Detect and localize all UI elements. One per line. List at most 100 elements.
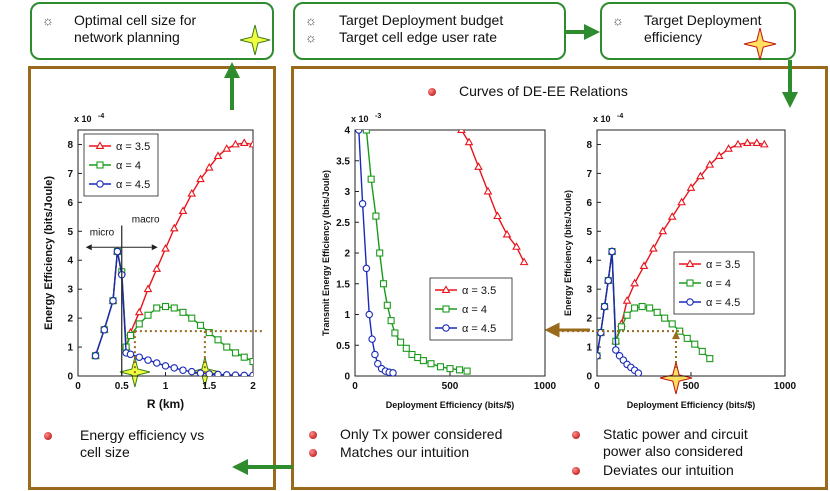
data-point — [427, 360, 435, 368]
data-point — [143, 284, 153, 293]
y-tick-label: 2 — [344, 249, 350, 260]
y-scale-label: x 10 — [351, 114, 369, 124]
data-point — [205, 370, 213, 376]
data-point — [100, 325, 109, 334]
up-arrowhead — [671, 331, 680, 340]
budget-line2: Target cell edge user rate — [339, 29, 497, 45]
data-point — [759, 139, 769, 148]
y-scale-exponent: -4 — [98, 113, 104, 120]
y-tick-label: 5 — [67, 227, 73, 238]
data-point — [463, 367, 471, 375]
y-scale-label: x 10 — [74, 114, 92, 124]
y-tick-label: 0 — [67, 372, 73, 383]
y-tick-label: 2.5 — [336, 218, 350, 229]
data-point — [661, 314, 669, 322]
data-point — [144, 356, 152, 364]
x-tick-label: 1.5 — [202, 381, 216, 392]
sun-bullet-icon: ☼ — [42, 13, 54, 28]
bullet-mid2: Matches our intuition — [340, 444, 470, 460]
right-panel — [291, 66, 828, 490]
data-point — [223, 371, 231, 376]
data-point — [214, 370, 222, 376]
data-point — [135, 353, 144, 361]
y-tick-label: 2 — [67, 314, 73, 325]
data-point — [441, 285, 451, 293]
data-point — [649, 243, 658, 252]
deployment-budget-box: ☼ ☼ Target Deployment budget Target cell… — [293, 2, 566, 60]
x-tick-label: 1000 — [774, 381, 797, 392]
data-point — [205, 329, 213, 337]
data-point — [724, 144, 733, 152]
series-group — [91, 138, 253, 376]
star-shape — [743, 27, 777, 61]
data-point — [379, 280, 388, 288]
data-point — [179, 308, 187, 316]
data-point — [223, 343, 231, 351]
x-tick-label: 1000 — [534, 381, 557, 392]
data-point — [455, 366, 464, 374]
data-point — [161, 362, 170, 370]
data-point — [646, 304, 654, 312]
data-point — [144, 311, 152, 319]
data-point — [248, 139, 253, 148]
data-point — [698, 347, 706, 355]
data-point — [519, 257, 529, 266]
data-point — [705, 160, 715, 168]
y-tick-label: 3 — [67, 285, 73, 296]
data-point — [96, 180, 104, 188]
data-point — [161, 302, 170, 311]
data-point — [368, 335, 376, 343]
x-tick-label: 0 — [594, 381, 600, 392]
data-point — [600, 302, 609, 311]
data-point — [512, 242, 521, 250]
data-point — [457, 130, 466, 133]
data-point — [196, 369, 205, 376]
data-point — [240, 371, 248, 376]
red-bullet-icon — [428, 88, 436, 96]
data-point — [383, 301, 391, 309]
y-tick-label: 0 — [344, 372, 350, 383]
macro-arrowhead — [151, 244, 158, 251]
data-point — [152, 264, 162, 272]
curves-title: Curves of DE-EE Relations — [459, 83, 628, 99]
data-point — [362, 130, 370, 134]
data-point — [376, 249, 384, 257]
data-point — [691, 340, 699, 348]
x-tick-label: 0.5 — [115, 381, 129, 392]
data-point — [134, 307, 144, 316]
data-point — [358, 200, 367, 208]
data-point — [126, 350, 135, 359]
y-axis-label: Energy Efficiency (bits/Joule) — [563, 190, 573, 316]
sun-bullet-icon: ☼ — [612, 13, 624, 28]
data-point — [686, 279, 694, 287]
efficiency-line2: efficiency — [644, 29, 703, 45]
y-axis-label: Transmit Energy Efficiency (bits/Joule) — [321, 170, 331, 336]
data-point — [249, 357, 253, 366]
y-scale-label: x 10 — [593, 114, 611, 124]
data-point — [436, 363, 445, 371]
legend-label: α = 4 — [706, 278, 731, 290]
data-point — [442, 305, 450, 313]
x-axis-label: R (km) — [147, 397, 184, 411]
bullet-mid1: Only Tx power considered — [340, 426, 503, 442]
data-point — [153, 304, 161, 312]
data-point — [222, 144, 232, 152]
x-tick-label: 500 — [442, 381, 459, 392]
data-point — [367, 175, 375, 183]
data-point — [362, 264, 371, 273]
data-point — [442, 324, 450, 332]
y-tick-label: 4 — [344, 126, 350, 137]
chart-1: 0 1 2 3 4 5 6 7 8 0 0.5 1 1.5 2 x 10 -4 R (km) Energy Eff… — [43, 113, 263, 411]
legend-label: α = 4.5 — [462, 323, 496, 335]
data-point — [372, 212, 380, 220]
sun-bullet-icon: ☼ — [305, 30, 317, 45]
y-tick-label: 8 — [67, 140, 73, 151]
series-line — [460, 130, 525, 263]
data-point — [696, 171, 705, 180]
data-point — [683, 334, 691, 342]
data-point — [231, 349, 240, 357]
data-point — [634, 369, 643, 376]
data-point — [204, 162, 214, 171]
legend-label: α = 4 — [462, 304, 487, 316]
